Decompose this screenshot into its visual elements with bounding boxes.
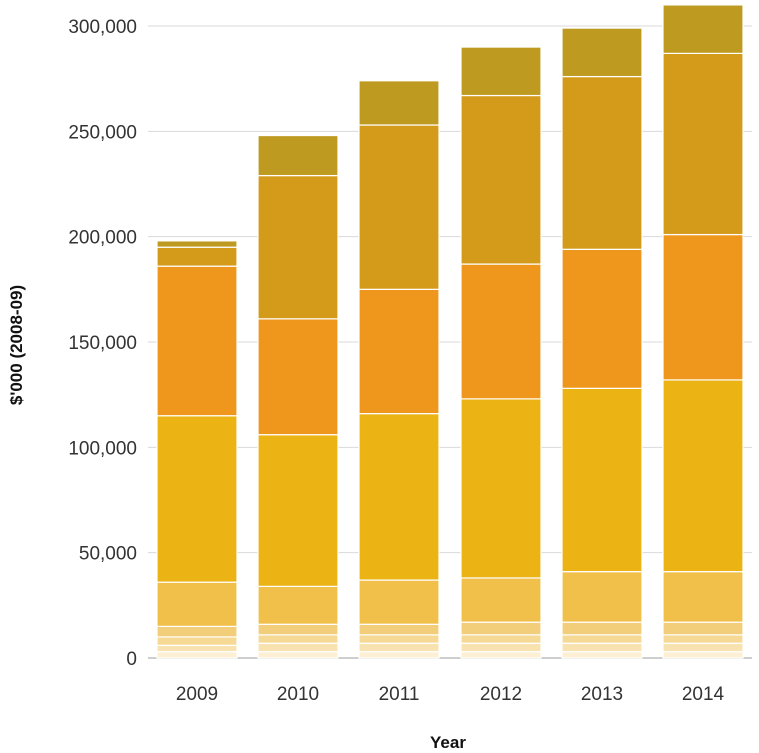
y-tick-label: 200,000	[68, 228, 137, 249]
bar-segment	[461, 264, 541, 399]
bar-segment	[258, 652, 338, 658]
x-tick-label: 2009	[176, 684, 218, 705]
bar-segment	[359, 81, 439, 125]
x-tick-label: 2010	[277, 684, 319, 705]
bar-segment	[258, 586, 338, 624]
bar-segment	[562, 77, 642, 250]
bar-stack-2013	[562, 28, 642, 658]
bars	[157, 5, 743, 658]
bar-segment	[157, 416, 237, 582]
bar-stack-2010	[258, 136, 338, 658]
bar-segment	[461, 47, 541, 95]
bar-segment	[359, 289, 439, 413]
y-tick-label: 100,000	[68, 438, 137, 459]
bar-segment	[562, 249, 642, 388]
bar-segment	[359, 635, 439, 643]
bar-segment	[663, 53, 743, 234]
x-axis-title: Year	[430, 733, 466, 752]
bar-segment	[258, 624, 338, 635]
bar-segment	[359, 643, 439, 651]
y-tick-label: 300,000	[68, 17, 137, 38]
bar-segment	[359, 624, 439, 635]
x-tick-label: 2013	[581, 684, 623, 705]
bar-segment	[663, 643, 743, 651]
bar-segment	[461, 635, 541, 643]
bar-segment	[157, 645, 237, 651]
y-tick-labels: 0 50,000 100,000 150,000 200,000 250,000 300,0…	[68, 17, 137, 670]
bar-stack-2014	[663, 5, 743, 658]
bar-segment	[258, 635, 338, 643]
bar-segment	[359, 652, 439, 658]
bar-segment	[157, 266, 237, 416]
bar-segment	[461, 643, 541, 651]
bar-segment	[157, 637, 237, 645]
bar-segment	[562, 572, 642, 623]
bar-segment	[157, 652, 237, 658]
bar-stack-2012	[461, 47, 541, 658]
bar-segment	[663, 652, 743, 658]
bar-segment	[258, 435, 338, 587]
bar-segment	[663, 622, 743, 635]
bar-segment	[461, 622, 541, 635]
bar-stack-2011	[359, 81, 439, 658]
bar-segment	[258, 319, 338, 435]
bar-stack-2009	[157, 241, 237, 658]
bar-segment	[461, 399, 541, 578]
bar-segment	[157, 582, 237, 626]
x-tick-label: 2014	[682, 684, 725, 705]
y-tick-label: 250,000	[68, 122, 137, 143]
bar-segment	[461, 652, 541, 658]
bar-segment	[258, 643, 338, 651]
bar-segment	[157, 241, 237, 247]
bar-segment	[359, 414, 439, 580]
x-tick-label: 2012	[480, 684, 522, 705]
y-tick-label: 0	[126, 649, 137, 670]
bar-segment	[562, 635, 642, 643]
bar-segment	[359, 125, 439, 289]
bar-segment	[258, 176, 338, 319]
bar-segment	[663, 5, 743, 53]
bar-segment	[663, 380, 743, 572]
y-tick-label: 150,000	[68, 333, 137, 354]
x-tick-label: 2011	[379, 684, 420, 705]
y-tick-label: 50,000	[79, 544, 137, 565]
x-tick-labels: 2009 2010 2011 2012 2013 2014	[176, 684, 725, 705]
gridlines	[148, 26, 752, 658]
bar-segment	[157, 247, 237, 266]
bar-segment	[562, 652, 642, 658]
bar-segment	[359, 580, 439, 624]
bar-segment	[562, 622, 642, 635]
bar-segment	[663, 635, 743, 643]
bar-segment	[562, 643, 642, 651]
y-axis-title: $'000 (2008-09)	[7, 285, 26, 405]
bar-segment	[461, 96, 541, 265]
bar-segment	[663, 235, 743, 380]
bar-segment	[562, 388, 642, 571]
bar-segment	[157, 626, 237, 637]
bar-segment	[663, 572, 743, 623]
bar-segment	[461, 578, 541, 622]
bar-segment	[562, 28, 642, 76]
bar-segment	[258, 136, 338, 176]
